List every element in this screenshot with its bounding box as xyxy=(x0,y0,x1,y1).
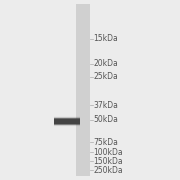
Text: 250kDa: 250kDa xyxy=(94,166,123,175)
Bar xyxy=(76,4,90,176)
Text: 37kDa: 37kDa xyxy=(94,101,118,110)
Text: 75kDa: 75kDa xyxy=(94,138,118,147)
Text: 20kDa: 20kDa xyxy=(94,59,118,68)
Text: 150kDa: 150kDa xyxy=(94,157,123,166)
Text: 100kDa: 100kDa xyxy=(94,148,123,157)
Text: 50kDa: 50kDa xyxy=(94,115,118,124)
Text: 25kDa: 25kDa xyxy=(94,72,118,81)
Text: 15kDa: 15kDa xyxy=(94,34,118,43)
